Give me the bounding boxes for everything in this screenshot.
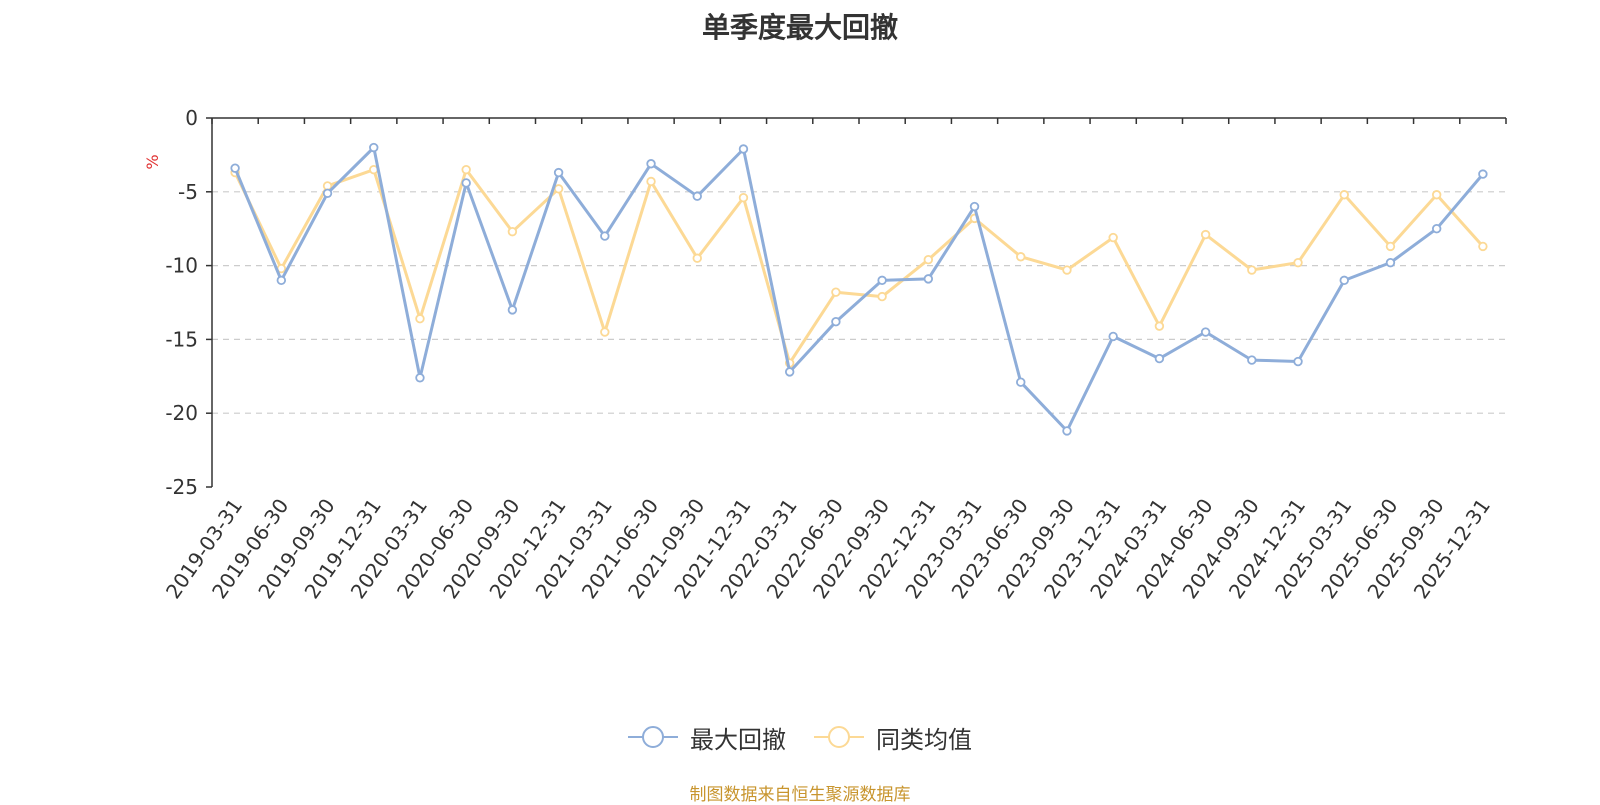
data-point[interactable] (1431, 190, 1442, 200)
data-point[interactable] (1385, 241, 1396, 252)
y-axis-ticks: 0 -5 -10 -15 -20 -25 (165, 106, 212, 499)
data-point[interactable] (553, 184, 564, 194)
line-chart: % 0 -5 -10 -15 -20 -25 2019-03-312019-06-3020… (143, 106, 1507, 603)
data-point[interactable] (1154, 353, 1165, 364)
data-point[interactable] (461, 164, 471, 175)
data-point[interactable] (738, 193, 749, 203)
series-1 (230, 142, 1488, 436)
data-point[interactable] (692, 253, 702, 263)
data-point[interactable] (1108, 331, 1118, 342)
series-line (233, 146, 1485, 433)
data-point[interactable] (600, 327, 610, 337)
y-tick-label: 0 (185, 106, 198, 130)
legend-swatch-series-1 (628, 726, 678, 748)
data-point[interactable] (1478, 241, 1488, 252)
data-point[interactable] (646, 176, 656, 187)
series-line (233, 168, 1485, 365)
data-source-note: 制图数据来自恒生聚源数据库 (689, 785, 911, 805)
legend-item-series-2[interactable]: 同类均值 (814, 720, 972, 755)
data-point[interactable] (461, 178, 471, 188)
data-point[interactable] (415, 373, 425, 383)
series-layer (230, 142, 1488, 436)
data-point[interactable] (692, 191, 702, 201)
chart-title: 单季度最大回撤 (701, 11, 898, 44)
data-point[interactable] (1154, 321, 1165, 331)
data-point[interactable] (1200, 229, 1211, 240)
legend-label-series-1: 最大回撤 (690, 725, 786, 754)
data-point[interactable] (1016, 252, 1026, 262)
data-point[interactable] (831, 316, 841, 327)
x-axis-ticks: 2019-03-312019-06-302019-09-302019-12-31… (161, 118, 1507, 603)
data-point[interactable] (646, 159, 656, 169)
data-point[interactable] (507, 305, 518, 315)
y-tick-label: -10 (165, 254, 198, 278)
data-point[interactable] (1108, 232, 1118, 243)
data-point[interactable] (877, 275, 887, 286)
data-point[interactable] (1293, 356, 1303, 367)
y-tick-label: -15 (165, 327, 198, 351)
data-point[interactable] (1062, 426, 1072, 436)
y-tick-label: -25 (165, 475, 198, 499)
data-point[interactable] (1016, 377, 1026, 387)
data-point[interactable] (1339, 190, 1349, 200)
data-point[interactable] (923, 274, 934, 284)
legend-label-series-2: 同类均值 (876, 725, 972, 754)
data-point[interactable] (369, 142, 379, 153)
data-point[interactable] (1062, 265, 1072, 275)
data-point[interactable] (1247, 355, 1257, 365)
data-point[interactable] (738, 144, 749, 154)
grid-lines (212, 191, 1506, 414)
data-point[interactable] (553, 167, 564, 178)
data-point[interactable] (230, 163, 240, 173)
y-axis-unit: % (143, 154, 162, 169)
data-point[interactable] (1293, 257, 1303, 268)
data-point[interactable] (831, 287, 841, 297)
data-point[interactable] (1385, 257, 1396, 268)
legend-item-series-1[interactable]: 最大回撤 (628, 720, 786, 755)
data-point[interactable] (1431, 223, 1442, 234)
data-point[interactable] (1478, 169, 1488, 179)
data-point[interactable] (322, 188, 333, 198)
data-point[interactable] (1339, 275, 1349, 286)
data-point[interactable] (1200, 327, 1211, 337)
data-point[interactable] (969, 201, 980, 212)
data-point[interactable] (276, 275, 287, 286)
data-point[interactable] (877, 291, 887, 302)
data-point[interactable] (784, 367, 795, 377)
data-point[interactable] (415, 314, 425, 324)
data-point[interactable] (507, 226, 518, 237)
legend: 最大回撤 同类均值 (0, 720, 1600, 754)
data-point[interactable] (600, 231, 610, 241)
legend-swatch-series-2 (814, 726, 864, 748)
data-point[interactable] (923, 254, 934, 265)
series-2 (230, 164, 1488, 368)
data-point[interactable] (1247, 265, 1257, 275)
y-tick-label: -5 (178, 180, 198, 204)
y-tick-label: -20 (165, 401, 198, 425)
